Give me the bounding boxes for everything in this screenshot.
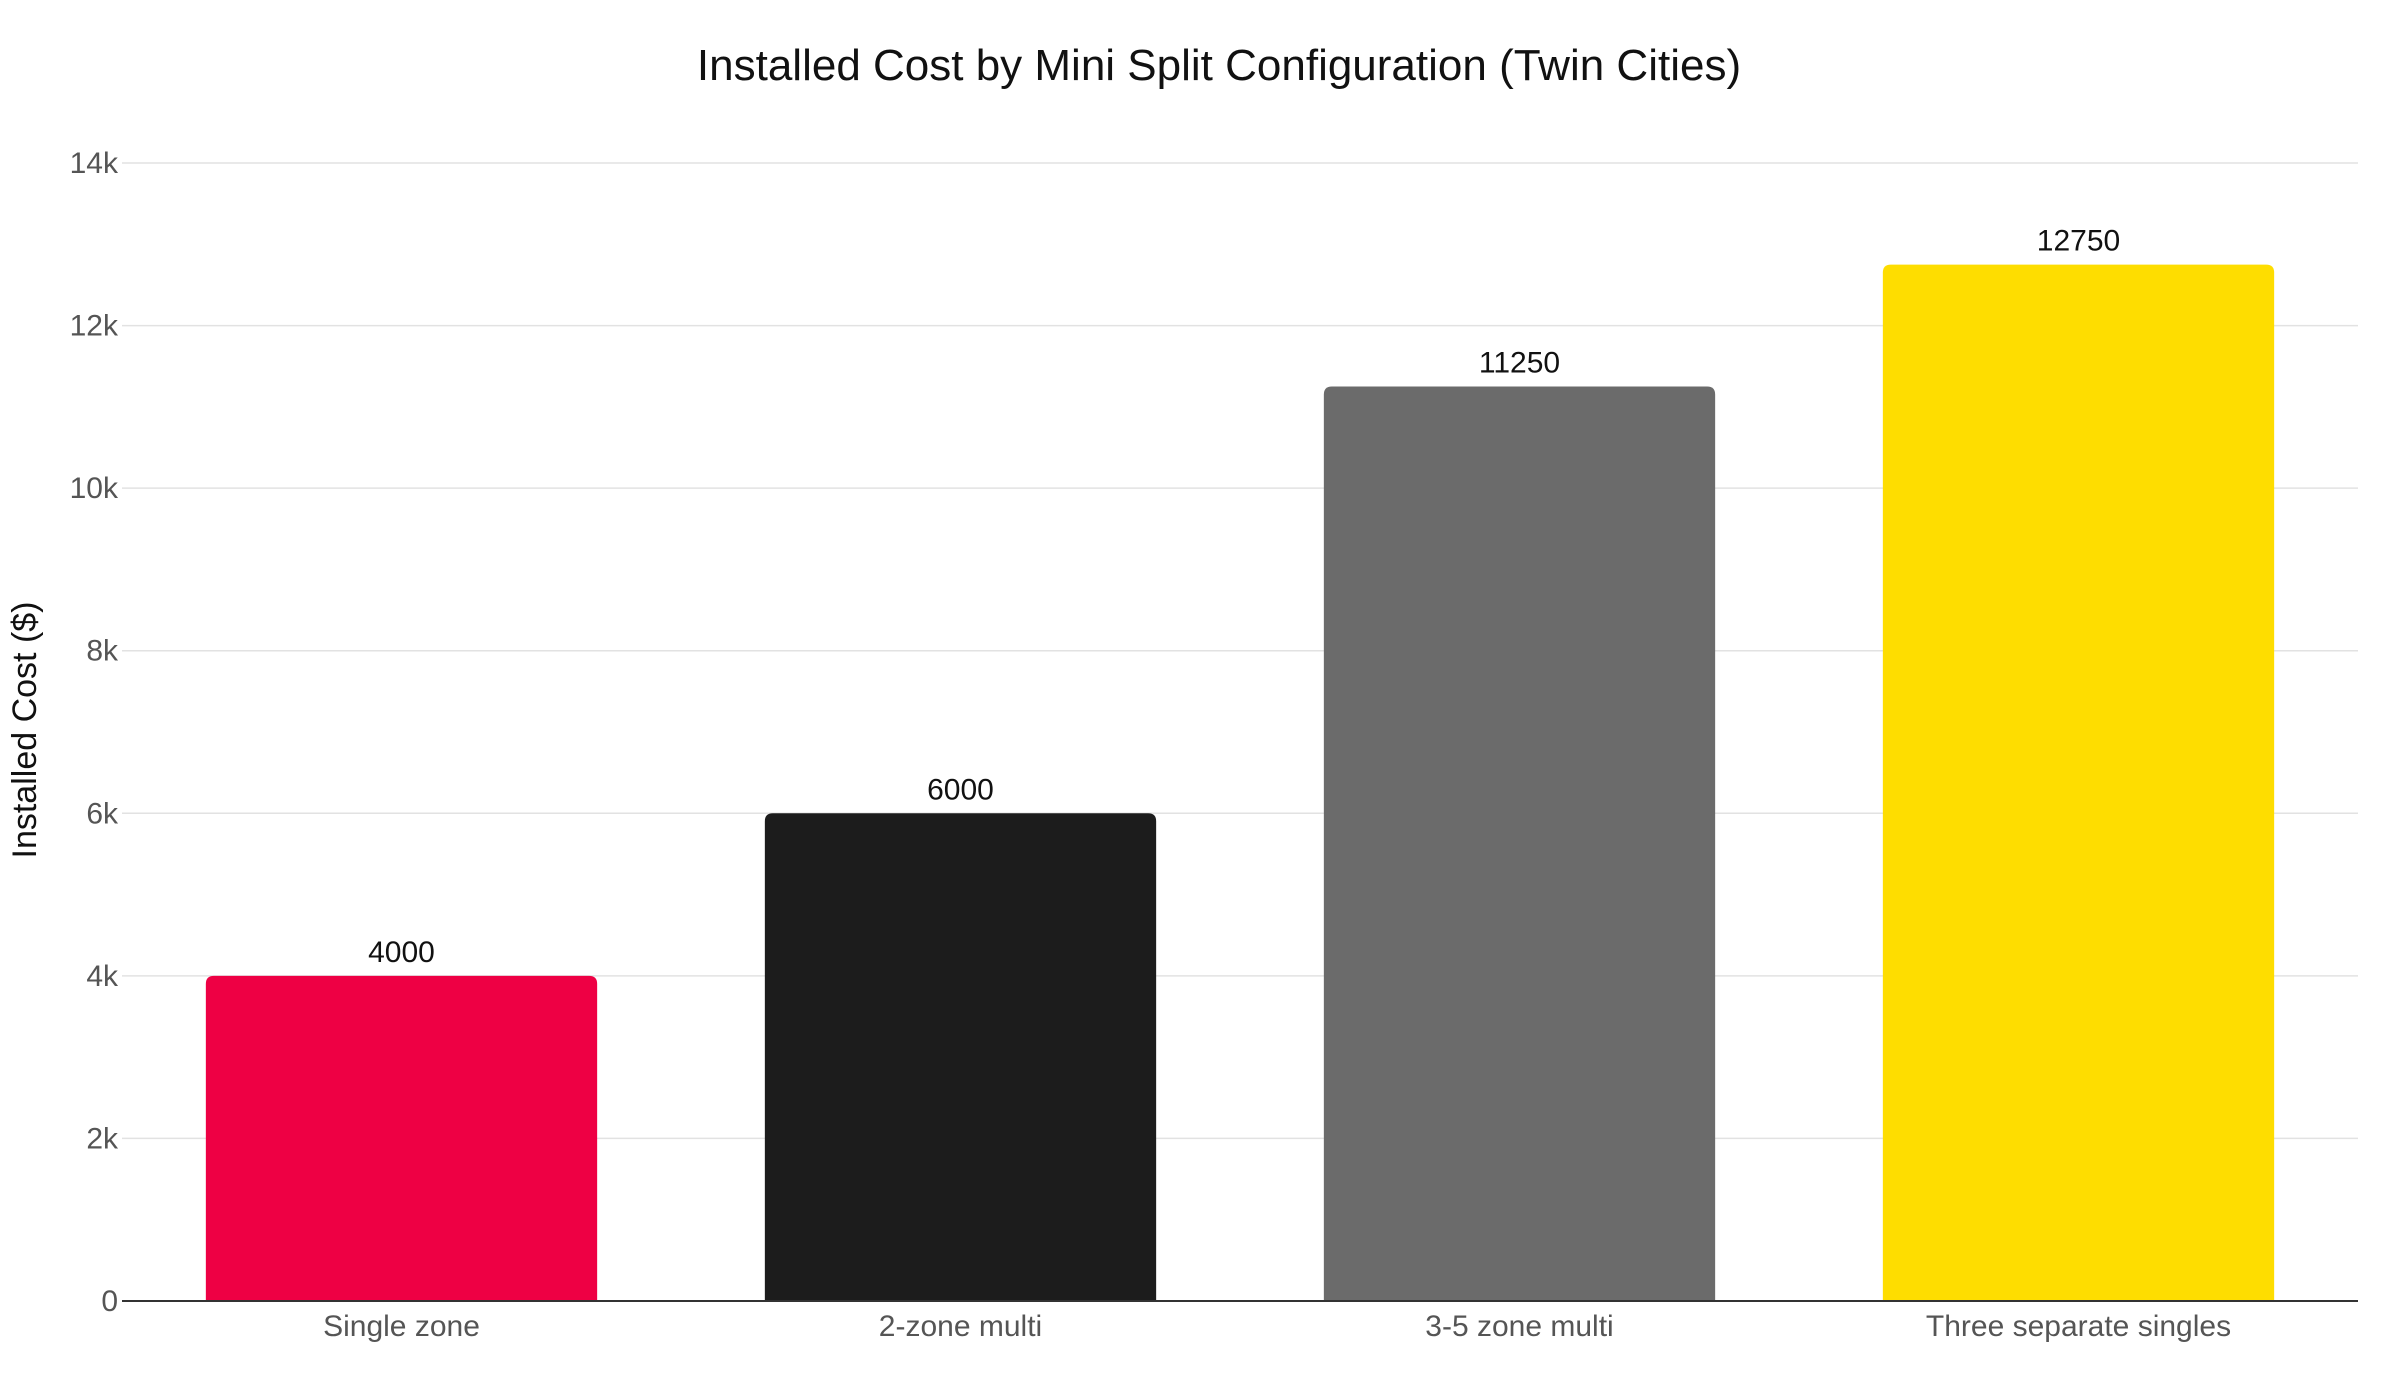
y-axis-ticks: 0 2k 4k 6k 8k 10k 12k 14k [70,147,119,1318]
x-category-label: Single zone [323,1310,480,1343]
x-axis-categories: Single zone 2-zone multi 3-5 zone multi Thr… [323,1310,2231,1343]
bar-single-zone [205,975,598,1301]
y-tick-label: 0 [101,1285,118,1318]
y-tick-label: 8k [86,635,119,668]
x-category-label: 2-zone multi [879,1310,1042,1343]
y-axis-title: Installed Cost ($) [6,602,44,859]
data-label: 6000 [927,773,994,806]
data-label: 11250 [1479,347,1560,380]
bar-three-separate-singles [1882,264,2275,1301]
data-label: 12750 [2037,225,2120,258]
bar-3-5-zone-multi [1323,386,1716,1301]
y-tick-label: 2k [86,1122,119,1155]
data-label: 4000 [368,936,435,969]
y-tick-label: 6k [86,797,119,830]
y-tick-label: 14k [70,147,119,180]
y-tick-label: 12k [70,310,119,343]
bars [205,264,2275,1301]
bar-2-zone-multi [764,813,1157,1301]
y-tick-label: 10k [70,472,119,505]
y-tick-label: 4k [86,960,119,993]
x-category-label: Three separate singles [1926,1310,2231,1343]
chart-title: Installed Cost by Mini Split Configurati… [697,41,1741,90]
x-category-label: 3-5 zone multi [1425,1310,1613,1343]
data-labels: 4000 6000 11250 12750 [368,225,2120,969]
